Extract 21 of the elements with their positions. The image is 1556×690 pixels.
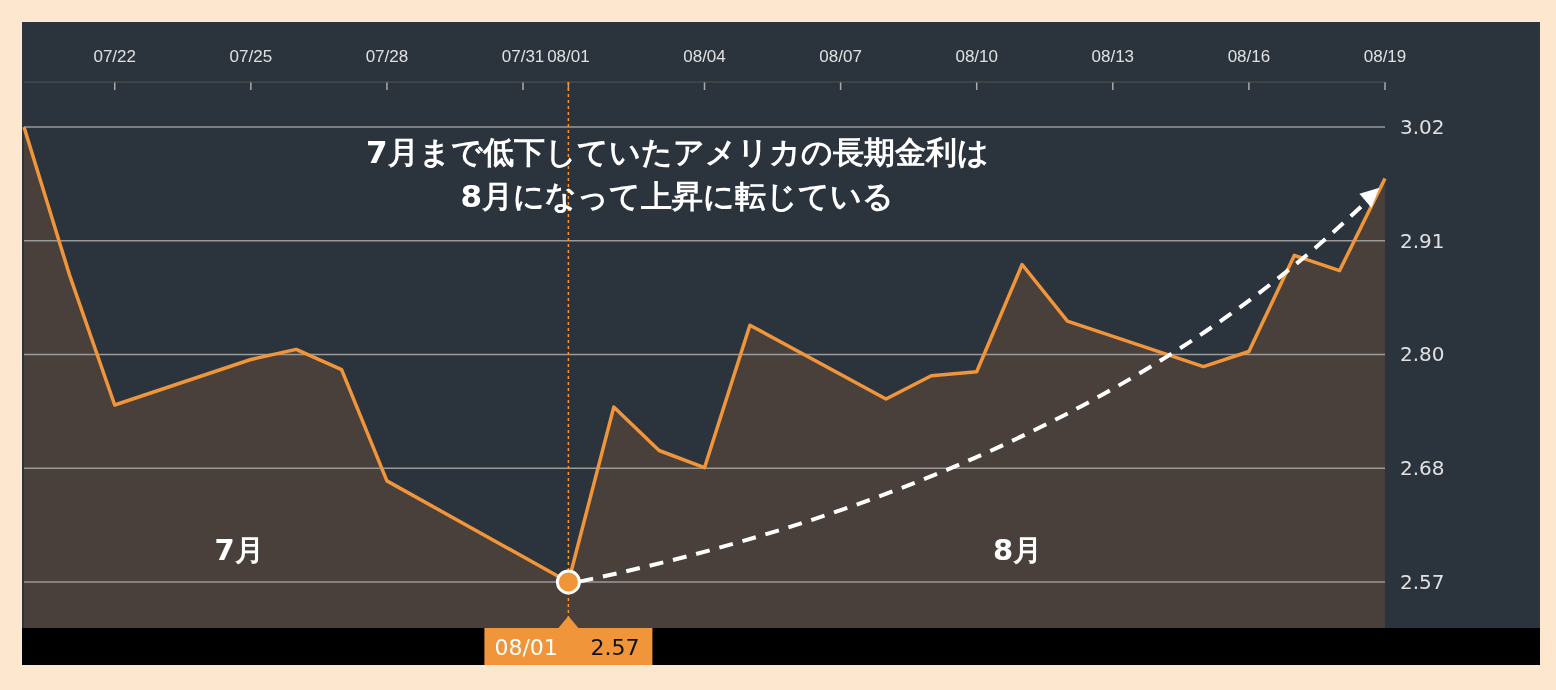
y-tick-label: 3.02 <box>1400 114 1445 139</box>
annotation: 08/01 <box>494 635 558 660</box>
x-tick-label: 08/07 <box>819 47 862 66</box>
x-tick-label: 08/04 <box>683 47 726 66</box>
annotation: 8月 <box>992 533 1043 567</box>
annotation: 7月 <box>214 533 264 567</box>
x-tick-label: 07/28 <box>365 47 409 66</box>
x-tick-label: 08/16 <box>1227 47 1271 66</box>
annotation: 2.57 <box>590 635 640 660</box>
y-tick-label: 2.80 <box>1400 342 1445 367</box>
y-tick-label: 2.91 <box>1400 228 1445 253</box>
x-tick-label: 07/31 <box>501 47 545 66</box>
x-tick-label: 07/25 <box>229 47 273 66</box>
annotation: 7月まで低下していたアメリカの長期金利は 8月になって上昇に転じている <box>365 134 989 214</box>
y-tick-label: 2.57 <box>1400 569 1445 594</box>
x-tick-label: 08/10 <box>955 47 998 66</box>
x-tick-label: 08/01 <box>547 47 590 66</box>
y-tick-label: 2.68 <box>1400 456 1445 481</box>
x-tick-label: 08/19 <box>1363 47 1407 66</box>
x-tick-label: 08/13 <box>1091 47 1135 66</box>
x-tick-label: 07/22 <box>93 47 137 66</box>
